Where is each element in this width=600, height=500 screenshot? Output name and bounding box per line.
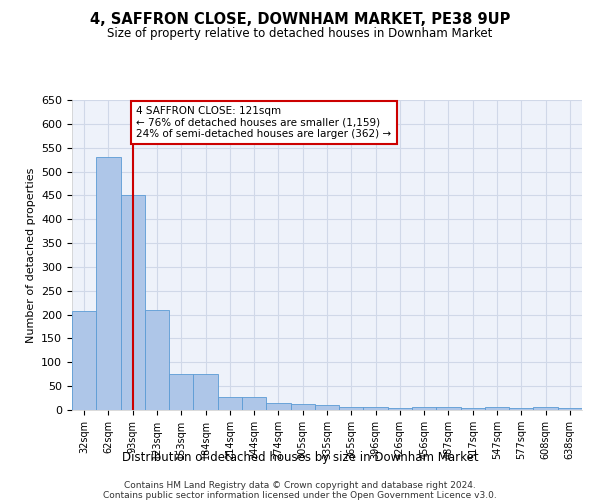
Bar	[72, 312, 96, 410]
Bar	[169, 374, 193, 410]
Bar	[218, 397, 242, 410]
Text: Contains HM Land Registry data © Crown copyright and database right 2024.: Contains HM Land Registry data © Crown c…	[124, 480, 476, 490]
Bar	[290, 404, 315, 410]
Bar	[533, 406, 558, 410]
Bar	[315, 405, 339, 410]
Bar	[436, 406, 461, 410]
Y-axis label: Number of detached properties: Number of detached properties	[26, 168, 35, 342]
Bar	[412, 406, 436, 410]
Bar	[485, 406, 509, 410]
Bar	[339, 406, 364, 410]
Bar	[461, 408, 485, 410]
Bar	[121, 196, 145, 410]
Bar	[193, 374, 218, 410]
Bar	[266, 403, 290, 410]
Text: Distribution of detached houses by size in Downham Market: Distribution of detached houses by size …	[122, 451, 478, 464]
Text: 4 SAFFRON CLOSE: 121sqm
← 76% of detached houses are smaller (1,159)
24% of semi: 4 SAFFRON CLOSE: 121sqm ← 76% of detache…	[136, 106, 391, 139]
Text: 4, SAFFRON CLOSE, DOWNHAM MARKET, PE38 9UP: 4, SAFFRON CLOSE, DOWNHAM MARKET, PE38 9…	[90, 12, 510, 28]
Text: Size of property relative to detached houses in Downham Market: Size of property relative to detached ho…	[107, 28, 493, 40]
Bar	[242, 397, 266, 410]
Bar	[509, 408, 533, 410]
Bar	[96, 157, 121, 410]
Bar	[145, 310, 169, 410]
Bar	[388, 408, 412, 410]
Bar	[558, 408, 582, 410]
Text: Contains public sector information licensed under the Open Government Licence v3: Contains public sector information licen…	[103, 490, 497, 500]
Bar	[364, 406, 388, 410]
